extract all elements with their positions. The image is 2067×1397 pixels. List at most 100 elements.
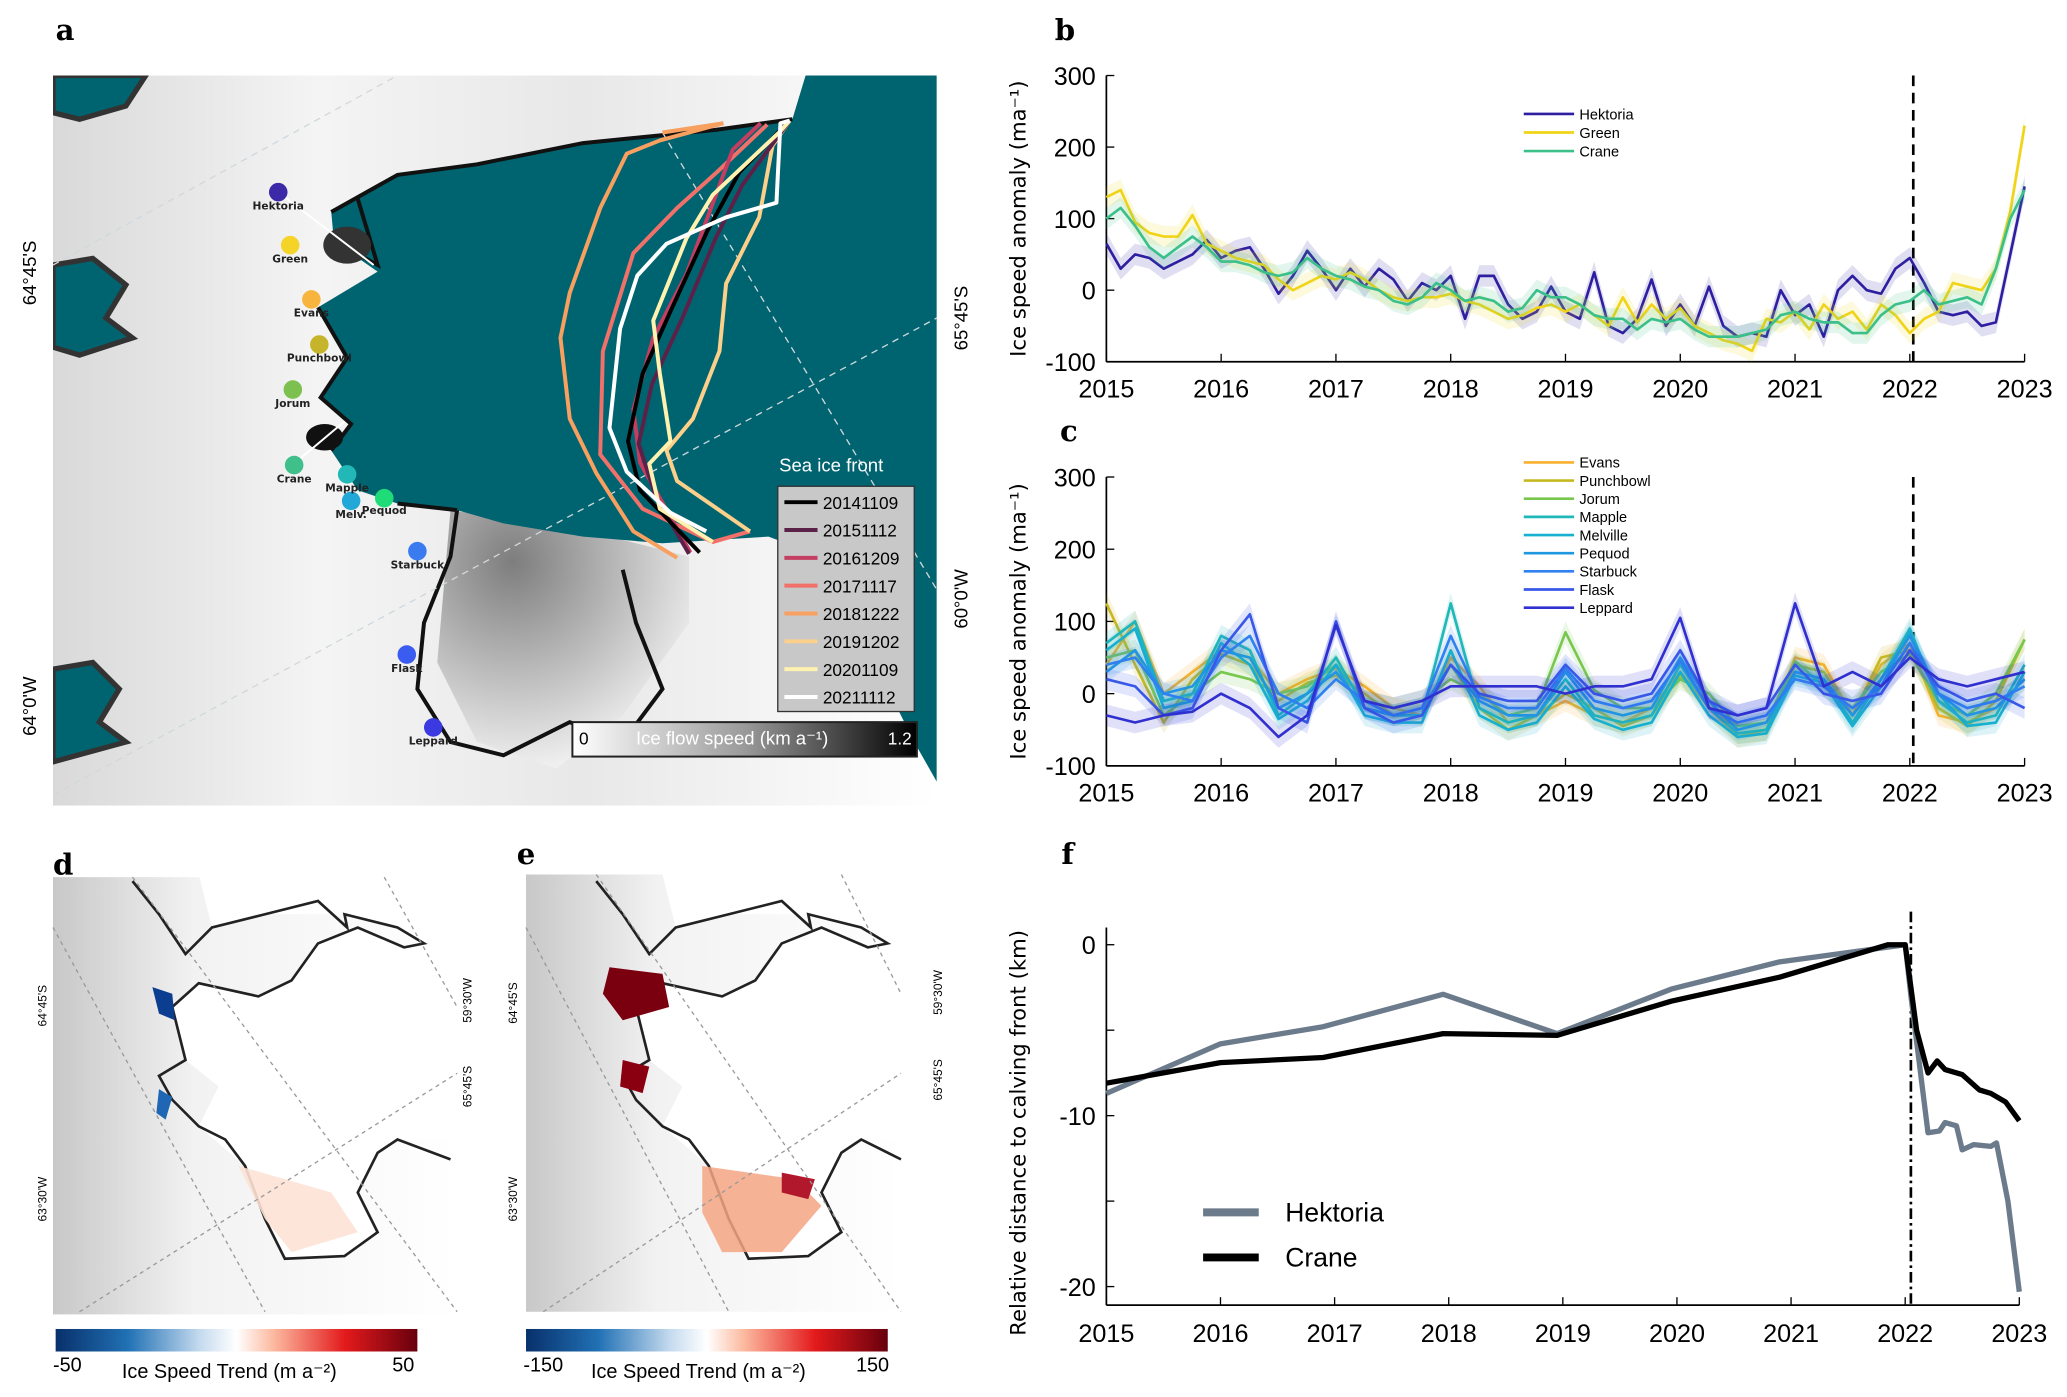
site-label-mapple: Mapple — [325, 483, 369, 495]
x-tick-label: 2019 — [1538, 376, 1594, 404]
x-tick-label: 2015 — [1078, 1320, 1134, 1348]
x-tick-label: 2023 — [1997, 780, 2053, 808]
x-tick-label: 2021 — [1767, 376, 1823, 404]
d-colorbar-min: -50 — [53, 1354, 82, 1377]
legend-label-20141109: 20141109 — [823, 493, 898, 513]
x-tick-label: 2023 — [1997, 376, 2053, 404]
legend-label-jorum: Jorum — [1579, 492, 1619, 508]
site-marker-crane — [284, 455, 304, 475]
site-marker-pequod — [374, 488, 394, 508]
band-crane — [1106, 179, 2025, 348]
legend-label-flask: Flask — [1579, 583, 1615, 599]
x-tick-label: 2020 — [1652, 376, 1708, 404]
x-tick-label: 2021 — [1767, 780, 1823, 808]
series-line-hektoria — [1105, 942, 2022, 1293]
legend-label-hektoria: Hektoria — [1285, 1198, 1384, 1228]
band-pequod — [1106, 625, 2025, 741]
sea-ice-front-title: Sea ice front — [779, 454, 884, 476]
chart-f: 2015 2016 2017 2018 2019 2020 2021 2022 2023 0 -10… — [1006, 911, 2047, 1348]
y-tick-label: 200 — [1054, 536, 1096, 564]
legend-label-crane: Crane — [1579, 144, 1619, 160]
x-tick-label: 2018 — [1421, 1320, 1477, 1348]
y-axis-label: Ice speed anomaly (ma⁻¹) — [1006, 80, 1031, 356]
legend-label-leppard: Leppard — [1579, 601, 1632, 617]
panel-label-e: e — [516, 837, 536, 872]
legend-label-pequod: Pequod — [1579, 546, 1629, 562]
y-tick-label: -100 — [1045, 753, 1095, 781]
band-jorum — [1106, 621, 2025, 737]
glacier-sites — [268, 182, 443, 737]
legend-label-melville: Melville — [1579, 528, 1628, 544]
site-label-hektoria: Hektoria — [253, 200, 304, 212]
sea-ice-fronts — [558, 118, 792, 560]
y-tick-label: 100 — [1054, 609, 1096, 637]
site-marker-mapple — [337, 465, 357, 484]
front-20191202 — [664, 119, 792, 533]
site-label-flask: Flask — [391, 663, 423, 675]
trend-colorbar-d — [55, 1328, 418, 1352]
x-tick-label: 2018 — [1423, 376, 1479, 404]
legend-label-20151112: 20151112 — [823, 521, 897, 541]
legend-label-green: Green — [1579, 126, 1619, 142]
band-leppard — [1106, 592, 2025, 748]
site-marker-hektoria — [268, 182, 288, 202]
trend-colorbar-e — [526, 1328, 888, 1352]
map-d — [52, 874, 458, 1352]
panel-label-a: a — [55, 13, 75, 48]
e-colorbar-label: Ice Speed Trend (m a⁻²) — [590, 1360, 806, 1384]
site-marker-starbuck — [408, 541, 427, 561]
x-tick-label: 2023 — [1991, 1320, 2047, 1348]
x-tick-label: 2015 — [1078, 780, 1134, 808]
y-axis-label: Ice speed anomaly (ma⁻¹) — [1006, 483, 1031, 759]
legend-label-mapple: Mapple — [1579, 510, 1627, 526]
y-tick-label: -100 — [1045, 349, 1095, 377]
front-20181222 — [558, 121, 724, 560]
legend-label-crane: Crane — [1285, 1243, 1357, 1273]
y-tick-label: 0 — [1082, 932, 1096, 960]
sea-ice-front-legend — [777, 485, 915, 713]
front-20211112 — [607, 118, 791, 534]
band-starbuck — [1106, 625, 2025, 734]
x-tick-label: 2022 — [1882, 780, 1938, 808]
band-hektoria — [1106, 175, 2025, 348]
y-tick-label: -10 — [1059, 1103, 1095, 1131]
y-tick-label: 0 — [1082, 681, 1096, 709]
ice-flow-colorbar-min: 0 — [579, 728, 589, 749]
panel-label-b: b — [1054, 13, 1076, 48]
site-marker-leppard — [424, 718, 443, 737]
y-tick-label: 300 — [1054, 464, 1096, 492]
legend-label-20201109: 20201109 — [823, 660, 898, 680]
front-20171117 — [598, 123, 769, 544]
legend-label-hektoria: Hektoria — [1579, 107, 1634, 123]
front-20161209 — [631, 121, 762, 554]
x-tick-label: 2016 — [1193, 780, 1249, 808]
site-label-green: Green — [272, 253, 308, 265]
site-marker-flask — [397, 645, 417, 664]
d-colorbar-max: 50 — [392, 1354, 415, 1377]
legend-label-20211112: 20211112 — [823, 688, 896, 708]
x-tick-label: 2015 — [1078, 376, 1134, 404]
y-tick-label: 0 — [1082, 277, 1096, 305]
legend-label-punchbowl: Punchbowl — [1579, 474, 1650, 490]
band-evans — [1106, 610, 2025, 748]
chart-b: 2015 2016 2017 2018 2019 2020 2021 2022 2023 300 2… — [1006, 63, 2053, 404]
x-tick-label: 2017 — [1307, 1320, 1363, 1348]
map-e — [525, 874, 902, 1352]
e-colorbar-max: 150 — [855, 1354, 890, 1377]
legend-label-20171117: 20171117 — [823, 576, 897, 596]
y-axis-label: Relative distance to calving front (km) — [1006, 930, 1031, 1336]
x-tick-label: 2018 — [1423, 780, 1479, 808]
site-label-crane: Crane — [277, 473, 312, 485]
ice-flow-colorbar — [571, 721, 918, 758]
site-label-jorum: Jorum — [274, 398, 310, 410]
y-tick-label: -20 — [1059, 1274, 1095, 1302]
site-marker-punchbowl — [310, 335, 329, 354]
x-tick-label: 2016 — [1193, 376, 1249, 404]
e-colorbar-min: -150 — [523, 1354, 564, 1377]
y-tick-label: 100 — [1054, 206, 1096, 234]
site-marker-green — [280, 235, 300, 255]
legend-label-evans: Evans — [1579, 456, 1619, 472]
front-20201109 — [647, 119, 792, 544]
